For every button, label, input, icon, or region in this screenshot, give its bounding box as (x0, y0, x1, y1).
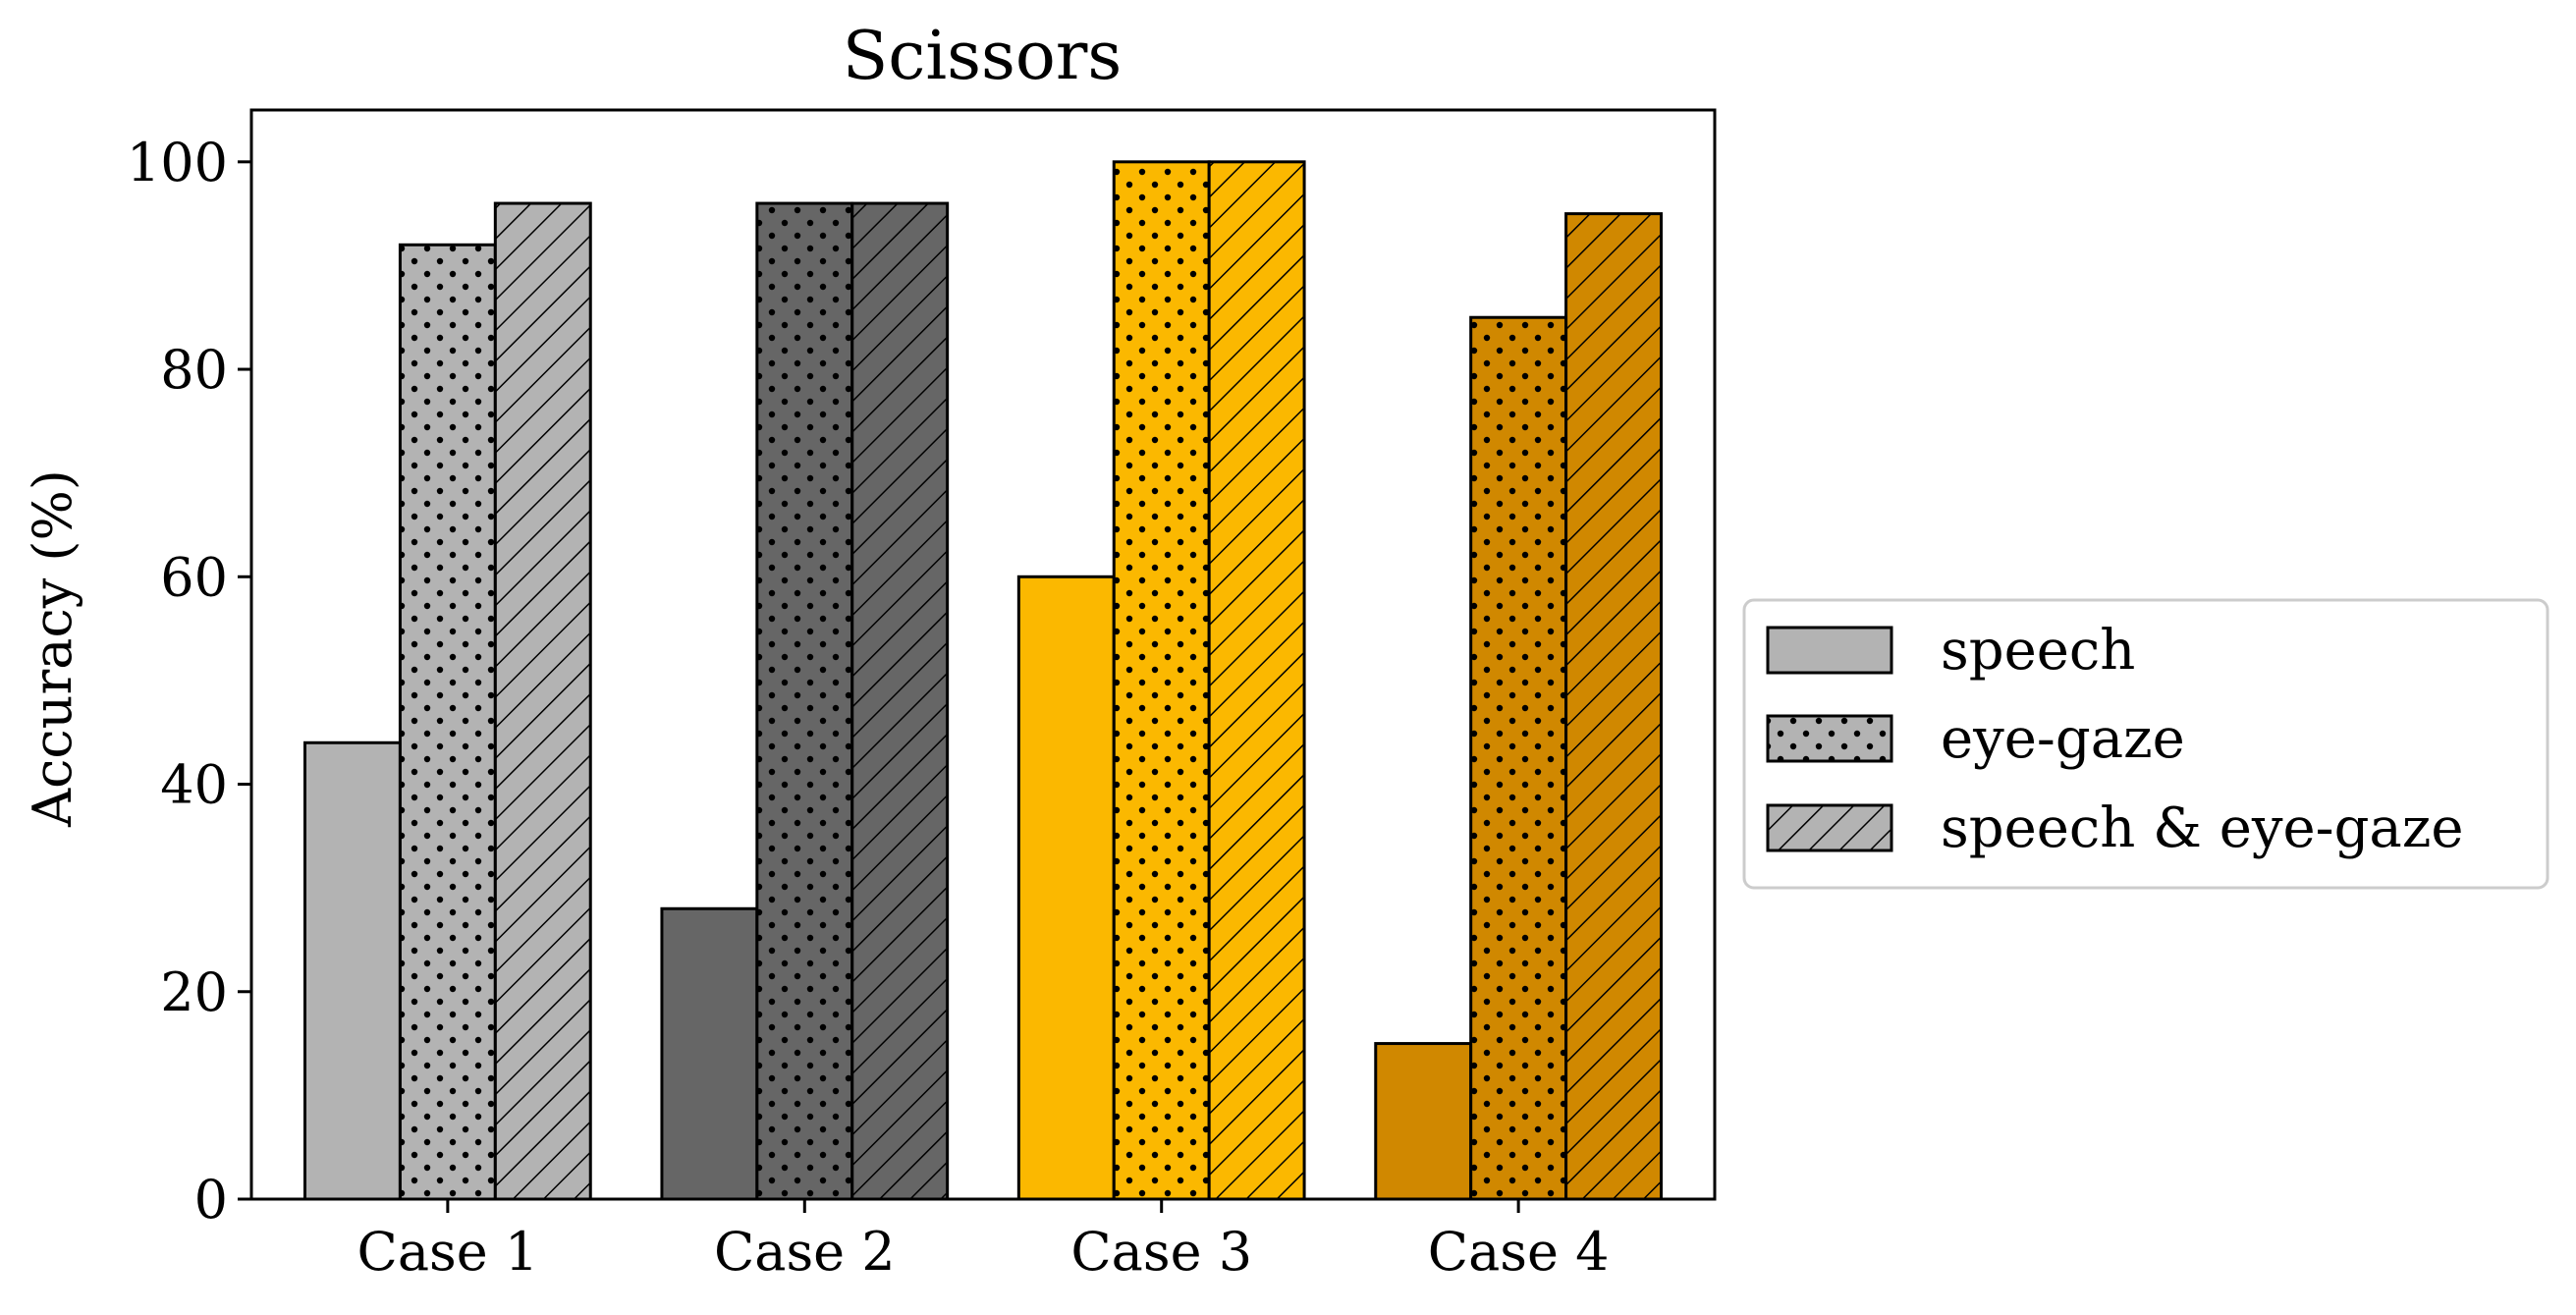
x-ticks: Case 1 Case 2 Case 3 Case 4 (357, 1199, 1610, 1283)
x-tick-label: Case 2 (714, 1221, 896, 1283)
bar-dots-case-2 (755, 201, 854, 1201)
bar-dots-case-4 (1469, 315, 1568, 1201)
bar-hatch-case-3 (1207, 160, 1306, 1201)
y-tick-label: 100 (127, 132, 228, 193)
chart-title: Scissors (843, 18, 1123, 95)
y-tick-label: 20 (160, 961, 228, 1023)
legend: speech eye-gaze speech & eye-gaze (1742, 598, 2549, 890)
y-axis-label: Accuracy (%) (22, 469, 83, 828)
legend-label: eye-gaze (1941, 707, 2185, 771)
x-tick-label: Case 3 (1070, 1221, 1252, 1283)
legend-swatch-hatch (1766, 803, 1893, 852)
bars-group (303, 160, 1663, 1201)
bar-hatch-case-4 (1564, 212, 1663, 1201)
legend-label: speech (1941, 619, 2135, 683)
bar-solid-case-1 (303, 740, 402, 1201)
bar-dots-case-1 (398, 243, 497, 1201)
legend-swatch-solid (1766, 626, 1893, 675)
legend-label: speech & eye-gaze (1941, 796, 2463, 860)
y-tick-label: 0 (194, 1169, 228, 1231)
bar-hatch-case-2 (850, 201, 950, 1201)
bar-dots-case-3 (1112, 160, 1211, 1201)
bar-solid-case-3 (1016, 575, 1116, 1201)
y-ticks: 0 20 40 60 80 100 (127, 132, 251, 1231)
y-tick-label: 40 (160, 754, 228, 816)
x-tick-label: Case 1 (357, 1221, 539, 1283)
legend-frame (1742, 598, 2549, 890)
legend-swatch-dots (1766, 714, 1893, 763)
x-tick-label: Case 4 (1428, 1221, 1610, 1283)
y-tick-label: 80 (160, 339, 228, 401)
y-tick-label: 60 (160, 546, 228, 608)
bar-solid-case-2 (660, 906, 759, 1201)
plot-frame (249, 108, 1717, 1201)
bar-solid-case-4 (1374, 1042, 1473, 1201)
bar-hatch-case-1 (493, 201, 592, 1201)
